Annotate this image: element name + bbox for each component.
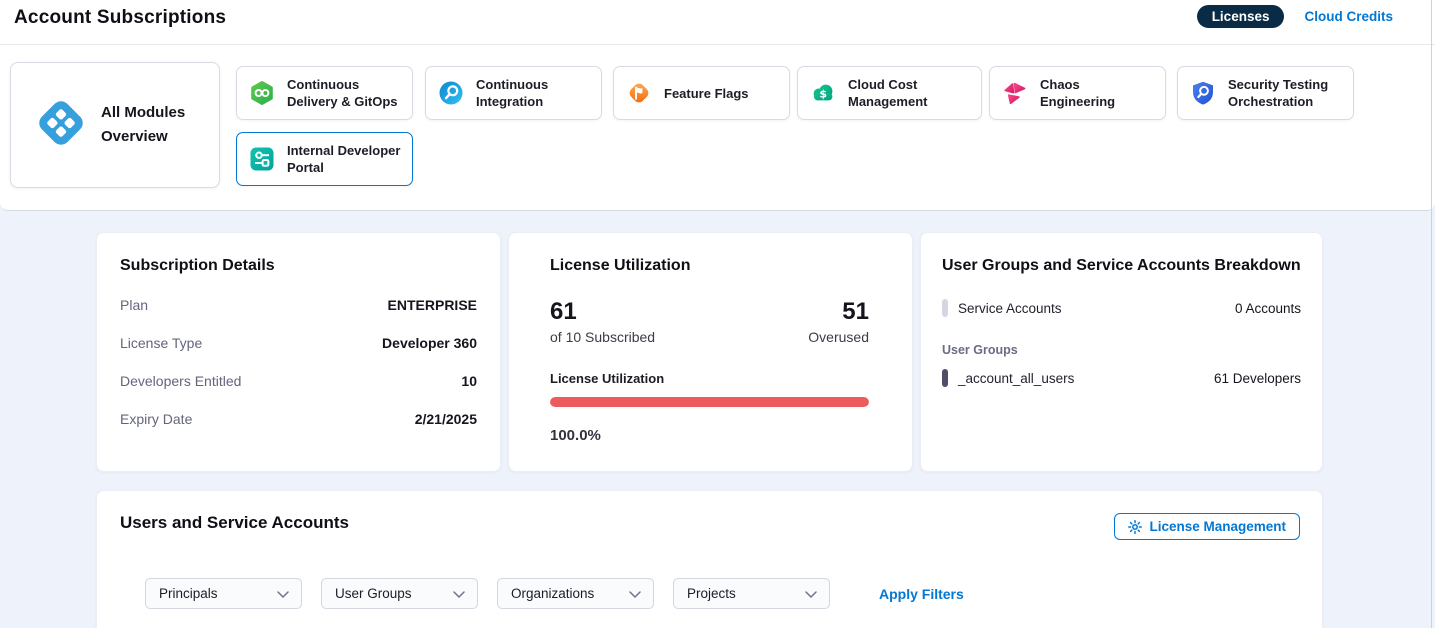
module-tile-label: Continuous Delivery & GitOps — [287, 77, 398, 109]
user-group-row: _account_all_users 61 Developers — [942, 369, 1301, 387]
header-tabs: Licenses Cloud Credits — [1196, 0, 1393, 32]
cd-gitops-icon — [249, 80, 275, 106]
detail-row-expiry-date: Expiry Date 2/21/2025 — [120, 411, 477, 427]
module-tile-label: Continuous Integration — [476, 77, 549, 109]
utilization-bar-fill — [550, 397, 869, 407]
top-panel: Account Subscriptions Licenses Cloud Cre… — [0, 0, 1435, 211]
feature-flags-icon — [626, 80, 652, 106]
subscription-details-title: Subscription Details — [120, 257, 275, 274]
users-card-header: Users and Service Accounts License Manag… — [120, 513, 1300, 540]
user-groups-subheader: User Groups — [942, 343, 1018, 357]
service-accounts-label: Service Accounts — [958, 300, 1062, 316]
module-tile-ccm[interactable]: $ Cloud Cost Management — [797, 66, 982, 120]
module-tile-ci[interactable]: Continuous Integration — [425, 66, 602, 120]
subscription-details-card: Subscription Details Plan ENTERPRISE Lic… — [96, 232, 501, 472]
license-utilization-title: License Utilization — [550, 257, 691, 274]
module-tile-feature-flags[interactable]: Feature Flags — [613, 66, 790, 120]
module-tile-idp[interactable]: Internal Developer Portal — [236, 132, 413, 186]
apply-filters-link[interactable]: Apply Filters — [879, 585, 964, 602]
filters-row: Principals User Groups Organizations Pro… — [145, 578, 1300, 609]
license-management-label: License Management — [1149, 519, 1286, 534]
license-management-button[interactable]: License Management — [1114, 513, 1300, 540]
license-utilization-card: License Utilization 61 of 10 Subscribed … — [508, 232, 913, 472]
gear-icon — [1128, 519, 1143, 534]
user-group-pill — [942, 369, 948, 387]
user-groups-dropdown[interactable]: User Groups — [321, 578, 478, 609]
module-tile-label: Security Testing Orchestration — [1228, 77, 1329, 109]
module-tile-label: Internal Developer Portal — [287, 143, 401, 175]
module-tile-sto[interactable]: Security Testing Orchestration — [1177, 66, 1354, 120]
chevron-down-icon — [629, 585, 641, 603]
all-modules-icon — [35, 97, 87, 154]
overused-count: 51 — [842, 298, 869, 325]
organizations-dropdown[interactable]: Organizations — [497, 578, 654, 609]
breakdown-title: User Groups and Service Accounts Breakdo… — [942, 257, 1301, 274]
service-accounts-row: Service Accounts 0 Accounts — [942, 299, 1301, 317]
overused-block: 51 Overused — [808, 298, 869, 346]
chevron-down-icon — [805, 585, 817, 603]
ci-icon — [438, 80, 464, 106]
projects-dropdown[interactable]: Projects — [673, 578, 830, 609]
utilization-percent: 100.0% — [550, 427, 601, 444]
breakdown-card: User Groups and Service Accounts Breakdo… — [920, 232, 1323, 472]
page-title: Account Subscriptions — [14, 7, 227, 28]
utilization-bar-label: License Utilization — [550, 371, 665, 386]
utilization-numbers: 61 of 10 Subscribed 51 Overused — [550, 298, 869, 346]
utilization-bar-track — [550, 397, 869, 407]
all-modules-overview-label: All Modules Overview — [101, 104, 186, 145]
users-card-title: Users and Service Accounts — [120, 513, 349, 532]
user-group-label: _account_all_users — [958, 370, 1075, 386]
viewport-right-edge — [1431, 0, 1432, 628]
chevron-down-icon — [453, 585, 465, 603]
service-accounts-pill — [942, 299, 948, 317]
sto-icon — [1190, 80, 1216, 106]
detail-row-plan: Plan ENTERPRISE — [120, 297, 477, 313]
tab-cloud-credits[interactable]: Cloud Credits — [1304, 8, 1393, 24]
ccm-icon: $ — [810, 80, 836, 106]
header-divider — [0, 44, 1435, 45]
users-and-service-accounts-card: Users and Service Accounts License Manag… — [96, 490, 1323, 628]
chevron-down-icon — [277, 585, 289, 603]
module-tile-chaos[interactable]: Chaos Engineering — [989, 66, 1166, 120]
user-group-value: 61 Developers — [1213, 370, 1301, 386]
module-tile-label: Feature Flags — [664, 85, 749, 101]
detail-row-license-type: License Type Developer 360 — [120, 335, 477, 351]
svg-text:$: $ — [819, 87, 827, 100]
module-tile-label: Chaos Engineering — [1040, 77, 1116, 109]
chaos-icon — [1002, 80, 1028, 106]
detail-row-developers-entitled: Developers Entitled 10 — [120, 373, 477, 389]
used-count: 61 — [550, 298, 577, 325]
module-tile-cd-gitops[interactable]: Continuous Delivery & GitOps — [236, 66, 413, 120]
overused-caption: Overused — [808, 329, 869, 345]
service-accounts-value: 0 Accounts — [1234, 300, 1301, 316]
idp-icon — [249, 146, 275, 172]
principals-dropdown[interactable]: Principals — [145, 578, 302, 609]
used-block: 61 of 10 Subscribed — [550, 298, 656, 346]
tab-licenses[interactable]: Licenses — [1196, 4, 1285, 28]
used-caption: of 10 Subscribed — [550, 329, 656, 345]
module-tile-label: Cloud Cost Management — [848, 77, 928, 109]
all-modules-overview-card[interactable]: All Modules Overview — [10, 62, 220, 188]
